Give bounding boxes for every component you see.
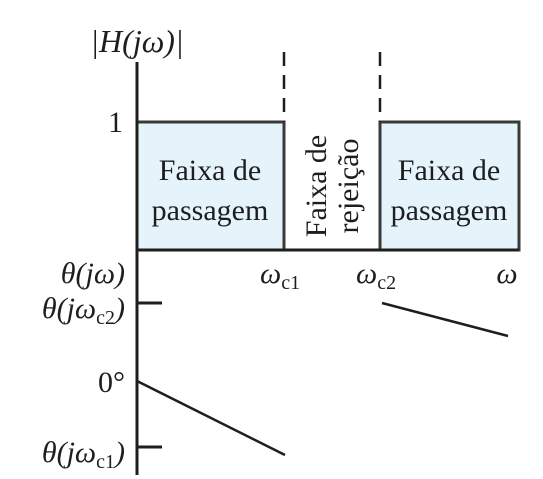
magnitude-axis-label: |H(jω)|: [90, 23, 184, 59]
phase-tick-wc2-suffix: ): [113, 292, 125, 325]
theta-axis-label: θ(jω): [61, 257, 125, 290]
wc2-subscript: c2: [377, 272, 396, 294]
left-passband-label-line2: passagem: [152, 194, 269, 227]
phase-tick-wc2-label: θ(jωc2): [42, 292, 125, 329]
left-passband-label-line1: Faixa de: [159, 154, 261, 187]
wc1-label: ωc1: [260, 257, 300, 294]
phase-line-high-band: [381, 301, 509, 338]
phase-zero-label: 0°: [98, 366, 125, 399]
wc2-symbol: ω: [356, 257, 377, 290]
magnitude-tick-one: 1: [108, 106, 123, 139]
phase-tick-wc1-subscript: c1: [96, 451, 115, 473]
wc1-subscript: c1: [281, 272, 300, 294]
phase-tick-wc2-subscript: c2: [96, 307, 115, 329]
phase-tick-wc1-suffix: ): [113, 436, 125, 469]
wc1-symbol: ω: [260, 257, 281, 290]
stop-band-label-line2: rejeição: [332, 139, 365, 234]
right-passband-label-line2: passagem: [391, 194, 508, 227]
omega-axis-label: ω: [496, 257, 517, 290]
left-passband-region: [135, 120, 286, 252]
phase-line-low-band: [136, 379, 286, 457]
wc2-label: ωc2: [356, 257, 396, 294]
right-passband-label-line1: Faixa de: [398, 154, 500, 187]
phase-tick-wc2-prefix: θ(jω: [42, 292, 96, 325]
right-passband-region: [378, 120, 521, 252]
phase-tick-wc1-label: θ(jωc1): [42, 436, 125, 473]
stop-band-label-line1: Faixa de: [300, 135, 333, 237]
phase-tick-wc1-prefix: θ(jω: [42, 436, 96, 469]
